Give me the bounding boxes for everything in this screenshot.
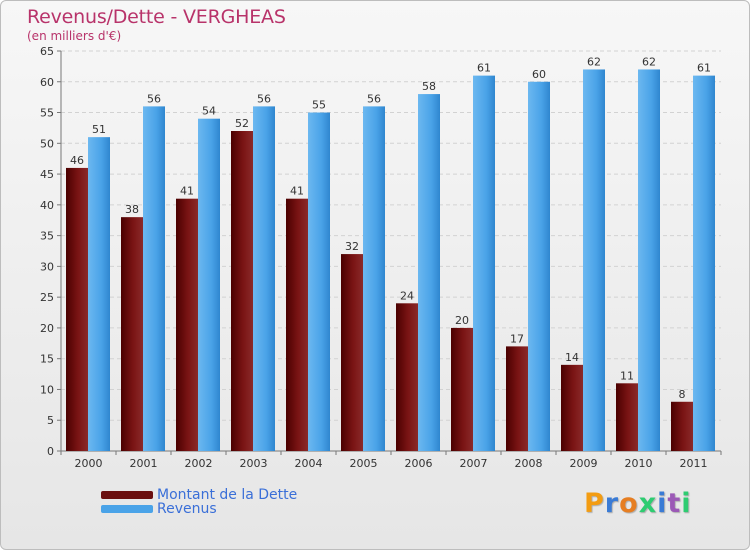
data-label-debt: 20: [455, 314, 469, 327]
logo-letter: x: [638, 488, 658, 519]
bar-debt: [506, 346, 528, 451]
chart-title: Revenus/Dette - VERGHEAS: [27, 6, 286, 28]
y-tick-label: 60: [40, 76, 54, 89]
bar-debt: [561, 364, 583, 451]
data-label-revenus: 61: [477, 62, 491, 75]
grid-layer: 0 5 10 15 20 25 30 35 40 45 50 55 60 65: [40, 45, 722, 458]
x-tick-label: 2011: [680, 457, 708, 470]
data-label-debt: 52: [235, 117, 249, 130]
bar-revenus: [198, 118, 220, 451]
x-tick-label: 2003: [240, 457, 268, 470]
bar-revenus: [528, 81, 550, 452]
data-label-revenus: 56: [147, 92, 161, 105]
bar-revenus: [473, 75, 495, 451]
bar-debt: [286, 198, 308, 451]
x-tick-label: 2005: [350, 457, 378, 470]
data-label-debt: 32: [345, 240, 359, 253]
bar-debt: [616, 383, 638, 451]
data-label-debt: 14: [565, 351, 579, 364]
bar-revenus: [363, 106, 385, 451]
legend-item-debt: Montant de la Dette: [101, 488, 297, 502]
legend-label-revenus: Revenus: [157, 501, 217, 517]
bar-debt: [231, 131, 253, 451]
x-tick-label: 2002: [185, 457, 213, 470]
y-tick-label: 20: [40, 322, 54, 335]
x-tick-label: 2000: [75, 457, 103, 470]
bar-revenus: [418, 94, 440, 452]
logo-letter: r: [604, 488, 620, 519]
y-tick-label: 45: [40, 168, 54, 181]
logo-letter: i: [657, 488, 668, 519]
y-tick-label: 0: [47, 445, 54, 458]
data-label-debt: 38: [125, 203, 139, 216]
x-tick-label: 2009: [570, 457, 598, 470]
data-label-debt: 41: [180, 185, 194, 198]
data-label-revenus: 62: [587, 55, 601, 68]
bar-revenus: [638, 69, 660, 451]
bar-revenus: [308, 112, 330, 452]
y-tick-label: 65: [40, 45, 54, 58]
data-label-debt: 46: [70, 154, 84, 167]
data-label-debt: 11: [620, 369, 634, 382]
logo-letter: t: [667, 488, 682, 519]
logo-letter: P: [584, 488, 605, 519]
bars-layer: [66, 69, 715, 452]
chart-subtitle: (en milliers d'€): [27, 29, 122, 43]
x-tick-label: 2004: [295, 457, 323, 470]
bar-revenus: [88, 137, 110, 451]
x-tick-label: 2010: [625, 457, 653, 470]
data-label-revenus: 61: [697, 62, 711, 75]
y-tick-label: 5: [47, 414, 54, 427]
y-tick-label: 15: [40, 353, 54, 366]
bar-debt: [451, 327, 473, 451]
y-tick-label: 50: [40, 137, 54, 150]
y-tick-label: 10: [40, 383, 54, 396]
y-tick-label: 40: [40, 199, 54, 212]
bar-revenus: [693, 75, 715, 451]
data-label-revenus: 58: [422, 80, 436, 93]
proxiti-logo: Proxiti: [584, 488, 692, 519]
data-label-debt: 8: [679, 388, 686, 401]
legend: Montant de la Dette Revenus: [101, 488, 297, 516]
legend-label-debt: Montant de la Dette: [157, 487, 298, 503]
bar-debt: [341, 254, 363, 451]
bar-debt: [396, 303, 418, 451]
bar-debt: [176, 198, 198, 451]
bar-revenus: [583, 69, 605, 451]
data-label-revenus: 55: [312, 99, 326, 112]
data-label-debt: 24: [400, 289, 414, 302]
bar-debt: [671, 401, 693, 451]
data-label-revenus: 51: [92, 123, 106, 136]
x-tick-label: 2008: [515, 457, 543, 470]
bar-revenus: [253, 106, 275, 451]
data-label-revenus: 56: [257, 92, 271, 105]
legend-swatch-revenus: [101, 505, 153, 513]
x-tick-label: 2001: [130, 457, 158, 470]
data-label-debt: 41: [290, 185, 304, 198]
labels-layer: 2000 46 51 2001 38 56 2002 41 54 2003 52 56 2004 41 55…: [70, 55, 711, 470]
legend-item-revenus: Revenus: [101, 502, 297, 516]
x-tick-label: 2007: [460, 457, 488, 470]
data-label-revenus: 60: [532, 68, 546, 81]
y-tick-label: 35: [40, 230, 54, 243]
data-label-revenus: 56: [367, 92, 381, 105]
legend-swatch-debt: [101, 491, 153, 499]
data-label-debt: 17: [510, 332, 524, 345]
bar-debt: [66, 167, 88, 451]
y-tick-label: 55: [40, 107, 54, 120]
logo-letter: i: [681, 488, 692, 519]
data-label-revenus: 62: [642, 55, 656, 68]
bar-debt: [121, 217, 143, 451]
x-tick-label: 2006: [405, 457, 433, 470]
y-tick-label: 25: [40, 291, 54, 304]
bar-revenus: [143, 106, 165, 451]
y-tick-label: 30: [40, 260, 54, 273]
logo-letter: o: [619, 488, 639, 519]
data-label-revenus: 54: [202, 105, 216, 118]
